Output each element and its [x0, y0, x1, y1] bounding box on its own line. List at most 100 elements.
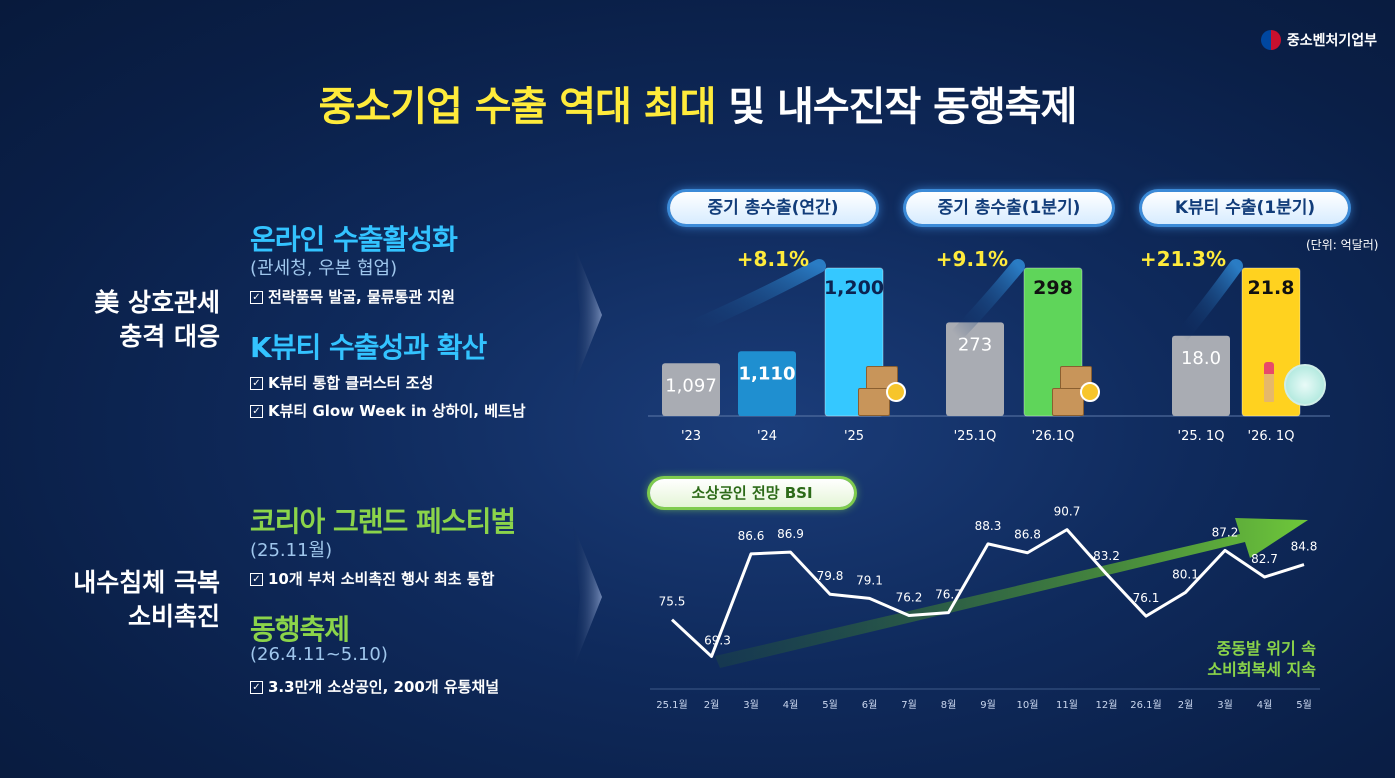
bsi-value-label: 83.2	[1093, 549, 1120, 563]
check-badge-icon	[886, 382, 906, 402]
bsi-value-label: 79.1	[856, 573, 883, 587]
chevron-right-icon	[572, 522, 602, 672]
section2-label: 내수침체 극복 소비촉진	[20, 566, 220, 634]
bsi-month-label: 7월	[901, 699, 917, 711]
bsi-month-label: 5월	[1296, 699, 1312, 711]
bar-category-label: '25	[844, 429, 864, 444]
chevron-right-icon	[572, 240, 602, 390]
bsi-value-label: 76.2	[896, 591, 923, 605]
section2-label-line1: 내수침체 극복	[73, 568, 220, 597]
trend-arrow	[715, 518, 1308, 668]
check-badge-icon	[1080, 382, 1100, 402]
section1-item1-bullet: ✓ 전략품목 발굴, 물류통관 지원	[250, 286, 455, 307]
bar-category-label: '26.1Q	[1032, 429, 1075, 444]
bsi-month-label: 4월	[1257, 699, 1273, 711]
bar-value-label: 1,097	[665, 375, 717, 396]
section2-label-line2: 소비촉진	[127, 602, 220, 631]
bsi-month-label: 3월	[1217, 699, 1233, 711]
unit-label: (단위: 억달러)	[1306, 238, 1379, 252]
section1-label: 美 상호관세 충격 대응	[20, 286, 220, 354]
section1-item2-bullet2: ✓ K뷰티 Glow Week in 상하이, 베트남	[250, 400, 526, 421]
bsi-value-label: 79.8	[817, 569, 844, 583]
bar	[946, 322, 1004, 416]
checkbox-icon: ✓	[250, 291, 263, 304]
bar-value-label: 18.0	[1181, 348, 1221, 369]
bar-charts: 1,097 '23 1,110 '24 1,200 '25 +8.1% 273 '25.1Q 29…	[648, 247, 1330, 444]
growth-rate-label: +8.1%	[737, 247, 809, 271]
growth-arrow-icon	[949, 259, 1025, 343]
bsi-value-label: 80.1	[1172, 567, 1199, 581]
bsi-value-label: 75.5	[659, 595, 686, 609]
bsi-line-chart: 75.5 25.1월 69.3 2월 86.6 3월 86.9 4월 79.8 5월 79.1 6월 7…	[650, 506, 1320, 711]
section1-item1-sub: (관세청, 우본 협업)	[250, 258, 398, 279]
ministry-logo: 중소벤처기업부	[1260, 30, 1377, 50]
bar-category-label: '24	[757, 429, 777, 444]
bar-category-label: '26. 1Q	[1248, 429, 1295, 444]
bsi-value-label: 86.8	[1014, 528, 1041, 542]
bar	[738, 351, 796, 416]
bar-value-label: 1,200	[824, 277, 884, 299]
bsi-note: 중동발 위기 속 소비회복세 지속	[1130, 638, 1316, 680]
bsi-value-label: 69.3	[704, 633, 731, 647]
growth-arrow-icon	[665, 259, 826, 343]
chart-title-q1-exports: 중기 총수출(1분기)	[906, 192, 1112, 224]
bsi-month-label: 4월	[783, 699, 799, 711]
bsi-month-label: 3월	[743, 699, 759, 711]
lipstick-icon	[1264, 362, 1274, 402]
bsi-value-label: 86.6	[738, 529, 765, 543]
bsi-month-label: 12월	[1096, 699, 1118, 711]
title-rest: 및 내수진작 동행축제	[715, 84, 1077, 130]
bar-value-label: 21.8	[1248, 277, 1295, 299]
bsi-value-label: 87.2	[1212, 525, 1239, 539]
bar	[662, 363, 720, 416]
taegeuk-emblem-icon	[1260, 30, 1281, 50]
page-title: 중소기업 수출 역대 최대 및 내수진작 동행축제	[0, 74, 1395, 132]
bsi-note-line1: 중동발 위기 속	[1216, 639, 1316, 658]
checkbox-icon: ✓	[250, 681, 263, 694]
cushion-compact-icon	[1284, 364, 1326, 406]
bsi-month-label: 26.1월	[1130, 699, 1161, 711]
bsi-month-label: 9월	[980, 699, 996, 711]
section2-item1-sub: (25.11월)	[250, 540, 333, 561]
section1-label-line2: 충격 대응	[119, 322, 220, 351]
bar-category-label: '25.1Q	[954, 429, 997, 444]
bsi-month-label: 2월	[704, 699, 720, 711]
checkbox-icon: ✓	[250, 573, 263, 586]
bsi-value-label: 84.8	[1291, 540, 1318, 554]
bsi-month-label: 2월	[1178, 699, 1194, 711]
checkbox-icon: ✓	[250, 377, 263, 390]
bsi-value-label: 88.3	[975, 519, 1002, 533]
checkbox-icon: ✓	[250, 405, 263, 418]
bar-value-label: 298	[1033, 277, 1073, 299]
bar-category-label: '23	[681, 429, 701, 444]
bsi-month-label: 10월	[1017, 699, 1039, 711]
bar-category-label: '25. 1Q	[1178, 429, 1225, 444]
bsi-month-label: 8월	[941, 699, 957, 711]
ministry-name: 중소벤처기업부	[1286, 33, 1377, 49]
section1-item1-title: 온라인 수출활성화	[250, 223, 458, 256]
bar-value-label: 1,110	[739, 363, 796, 384]
section2-item2-title: 동행축제	[250, 613, 350, 646]
growth-rate-label: +9.1%	[936, 247, 1008, 271]
bsi-month-label: 25.1월	[656, 699, 687, 711]
chart-title-kbeauty-exports: K뷰티 수출(1분기)	[1142, 192, 1348, 224]
growth-arrow-icon	[1175, 259, 1243, 343]
chart-title-bsi: 소상공인 전망 BSI	[650, 479, 854, 507]
section2-item1-bullet: ✓ 10개 부처 소비촉진 행사 최초 통합	[250, 568, 494, 589]
bsi-value-label: 76.7	[935, 588, 962, 602]
section1-item2-bullet1: ✓ K뷰티 통합 클러스터 조성	[250, 372, 433, 393]
bar	[1172, 335, 1230, 416]
section2-item1-title: 코리아 그랜드 페스티벌	[250, 505, 516, 538]
bsi-month-label: 5월	[822, 699, 838, 711]
bsi-note-line2: 소비회복세 지속	[1207, 660, 1316, 679]
bsi-month-label: 11월	[1056, 699, 1078, 711]
bsi-value-label: 90.7	[1054, 506, 1081, 519]
section2-item2-bullet: ✓ 3.3만개 소상공인, 200개 유통채널	[250, 676, 499, 697]
section1-item2-title: K뷰티 수출성과 확산	[250, 331, 487, 364]
bsi-value-label: 76.1	[1133, 591, 1160, 605]
bsi-value-label: 86.9	[777, 527, 804, 541]
bsi-series-line	[670, 528, 1305, 658]
bsi-value-label: 82.7	[1251, 552, 1278, 566]
bar-value-label: 273	[958, 334, 992, 355]
section1-label-line1: 美 상호관세	[94, 288, 220, 317]
